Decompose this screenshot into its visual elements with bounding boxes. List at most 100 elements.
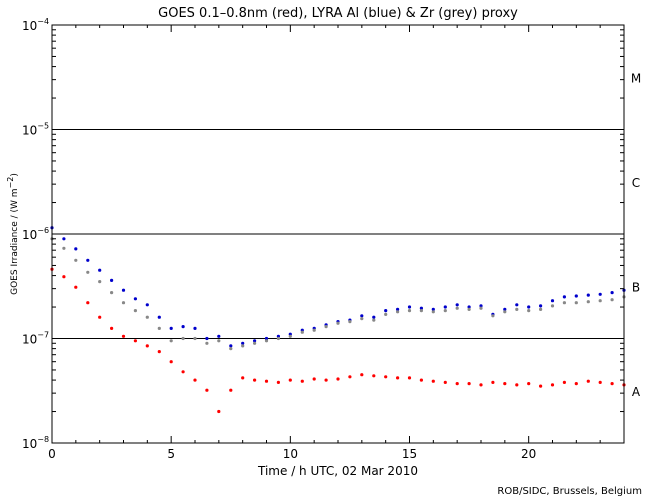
flare-class-A: A <box>632 385 641 399</box>
series-1-point-25 <box>348 320 352 324</box>
y-tick-label-exp-0: −8 <box>37 435 49 444</box>
y-tick-label-exp-1: −7 <box>37 331 49 340</box>
series-1-point-40 <box>527 309 531 313</box>
x-tick-label-4: 20 <box>521 447 536 461</box>
flare-class-B: B <box>632 280 640 294</box>
series-0-point-19 <box>276 334 280 338</box>
series-2-point-22 <box>312 377 316 381</box>
y-axis-label-text: GOES Irradiance / (W m <box>10 188 20 294</box>
series-1-point-26 <box>360 317 364 321</box>
series-0-point-3 <box>86 258 90 262</box>
series-1-point-21 <box>300 330 304 334</box>
series-1-point-36 <box>479 306 483 310</box>
series-2-point-29 <box>396 376 400 380</box>
flare-class-M: M <box>631 71 641 85</box>
y-axis-label: GOES Irradiance / (W m−2) <box>6 173 20 295</box>
series-1-point-38 <box>503 310 507 314</box>
series-2-point-35 <box>467 382 471 386</box>
series-2-point-43 <box>562 380 567 384</box>
series-1-point-2 <box>74 258 78 262</box>
series-0 <box>50 226 626 348</box>
credit-text: ROB/SIDC, Brussels, Belgium <box>497 486 642 497</box>
x-tick-label-1: 5 <box>167 447 175 461</box>
series-0-point-41 <box>539 304 543 308</box>
series-2-point-36 <box>479 383 483 387</box>
series-0-point-44 <box>574 294 578 298</box>
series-0-point-16 <box>241 341 245 345</box>
series-2-point-37 <box>491 380 495 384</box>
series-2-point-23 <box>324 378 328 382</box>
series-1-point-43 <box>562 301 567 305</box>
series-0-point-36 <box>479 304 483 308</box>
series-1-point-13 <box>205 341 209 345</box>
series-2-point-44 <box>574 382 578 386</box>
series-1-point-42 <box>550 304 555 308</box>
y-tick-label-exp-3: −5 <box>37 122 49 131</box>
series-2-point-28 <box>384 375 388 379</box>
series-0-point-11 <box>181 325 185 329</box>
series-1-point-6 <box>121 301 126 305</box>
series-2-point-20 <box>288 378 292 382</box>
series-1-point-45 <box>586 300 590 304</box>
series-1-point-24 <box>336 321 340 325</box>
y-tick-label-exp-4: −4 <box>37 17 49 26</box>
series-1-point-37 <box>491 314 495 318</box>
series-1-point-18 <box>264 339 269 343</box>
series-2-point-21 <box>300 379 304 383</box>
series-0-point-15 <box>229 344 233 348</box>
series-2-point-42 <box>550 383 555 387</box>
series-2-point-16 <box>241 376 245 380</box>
series-2-point-33 <box>443 380 447 384</box>
series-2-point-4 <box>98 315 102 319</box>
series-2-point-19 <box>276 380 280 384</box>
series-0-point-39 <box>515 303 519 307</box>
flare-class-C: C <box>632 176 640 190</box>
series-1-point-47 <box>610 298 614 302</box>
series-1-point-39 <box>515 307 519 311</box>
series-2-point-38 <box>503 382 507 386</box>
y-tick-label-base-4: 10 <box>22 19 37 33</box>
series-1-point-20 <box>288 334 292 338</box>
series-0-point-33 <box>443 305 447 309</box>
series-0-point-34 <box>455 303 459 307</box>
series-1-point-19 <box>276 336 280 341</box>
series-1-point-12 <box>193 336 197 341</box>
series-1-point-32 <box>431 310 435 314</box>
series-0-point-45 <box>586 293 590 297</box>
series-1-point-27 <box>372 318 376 322</box>
series-0-point-27 <box>372 315 376 319</box>
y-axis: 10−810−710−610−510−4 <box>22 17 624 451</box>
x-axis: 0 5 10 15 20 <box>48 25 625 461</box>
chart-title: GOES 0.1–0.8nm (red), LYRA Al (blue) & Z… <box>158 6 518 21</box>
y-tick-label-2: 10−6 <box>22 226 49 242</box>
x-tick-label-2: 10 <box>283 447 298 461</box>
series-1-point-15 <box>229 347 233 351</box>
series-1-point-30 <box>407 309 412 313</box>
y-tick-label-exp-2: −6 <box>37 226 49 235</box>
series-0-point-18 <box>264 336 269 341</box>
series-2-point-27 <box>372 374 376 378</box>
series-2-point-13 <box>205 388 209 392</box>
series-2-point-3 <box>86 301 90 305</box>
series-0-point-32 <box>431 307 435 311</box>
series-0-point-42 <box>550 299 555 303</box>
series-1-point-10 <box>169 339 173 343</box>
series-1-point-35 <box>467 307 471 311</box>
y-tick-label-1: 10−7 <box>22 331 49 347</box>
series-0-point-28 <box>384 309 388 313</box>
series-2-point-39 <box>515 383 519 387</box>
flare-class-labels: A B C M <box>631 71 641 399</box>
series-2 <box>50 267 626 414</box>
series-1-point-31 <box>419 309 423 313</box>
x-tick-label-0: 0 <box>48 447 56 461</box>
series-2-point-18 <box>264 379 269 383</box>
series-1-point-3 <box>86 270 90 274</box>
series-1-point-28 <box>384 312 388 316</box>
series-0-point-29 <box>396 307 400 311</box>
series-0-point-8 <box>145 303 149 307</box>
y-axis-label-close: ) <box>10 173 20 177</box>
series-1-point-9 <box>157 326 161 330</box>
series-1-point-22 <box>312 328 316 332</box>
series-0-point-5 <box>110 278 114 282</box>
series-2-point-2 <box>74 285 78 289</box>
